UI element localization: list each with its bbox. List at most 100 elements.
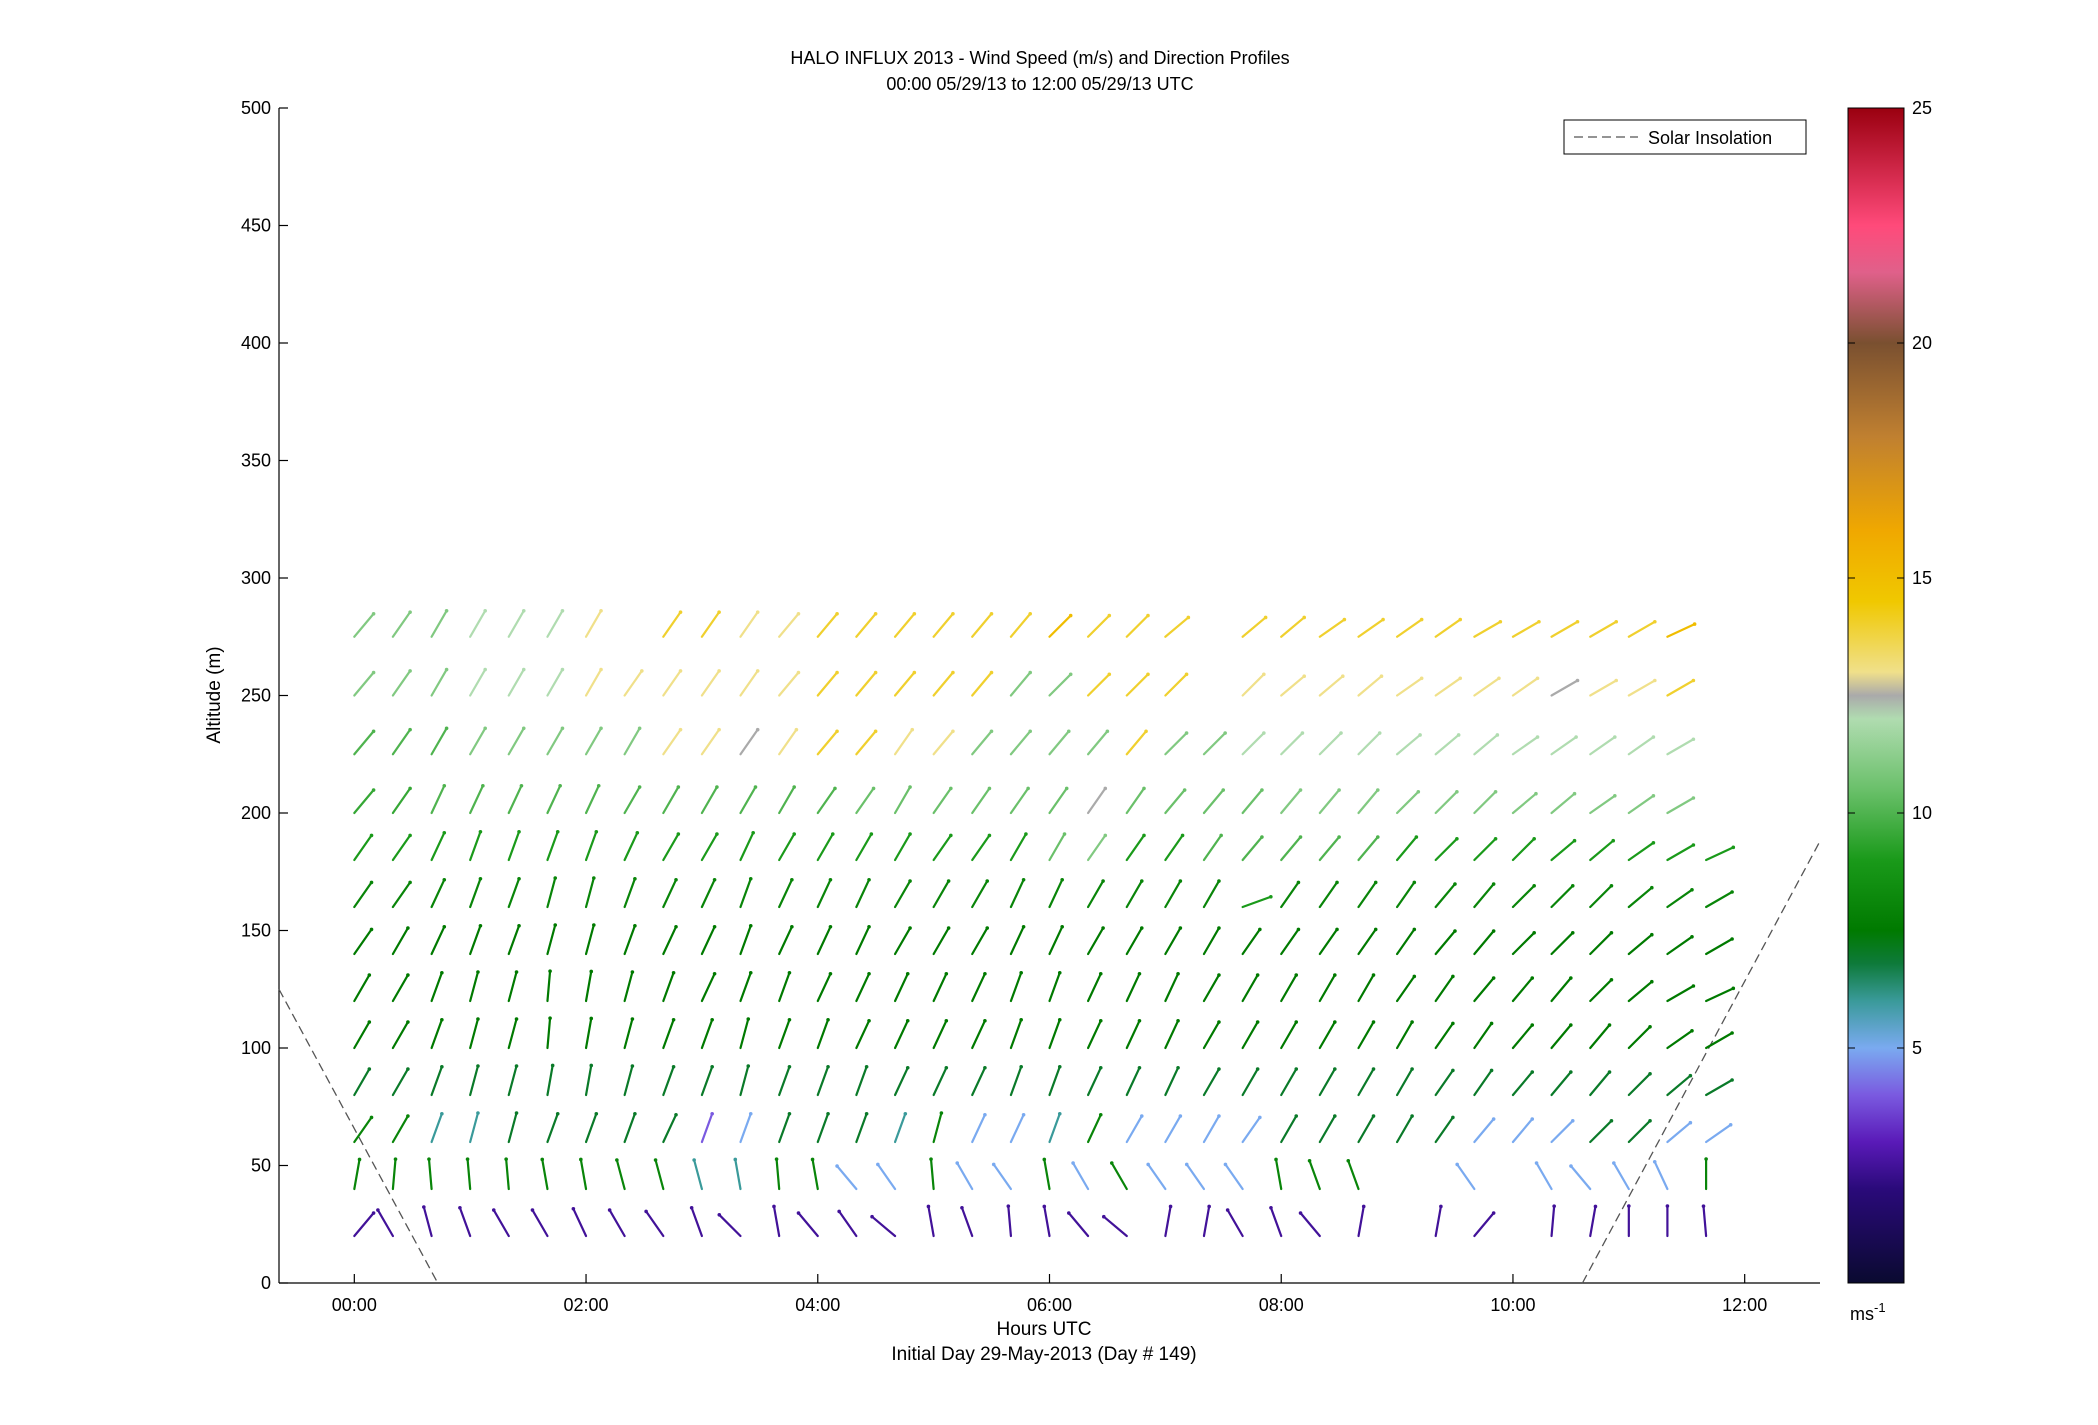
colorbar-tick-label: 5 — [1912, 1038, 1922, 1058]
wind-arrow-head — [1552, 1204, 1556, 1208]
wind-arrow — [623, 785, 641, 815]
wind-arrow — [927, 1205, 935, 1238]
wind-arrow-head — [1614, 619, 1619, 624]
wind-arrow-head — [678, 727, 683, 732]
wind-arrow-head — [1690, 1028, 1694, 1033]
x-tick-label: 12:00 — [1722, 1295, 1767, 1315]
wind-arrow-head — [1373, 880, 1378, 885]
wind-arrow-head — [1307, 1159, 1312, 1163]
wind-arrow-head — [596, 784, 601, 788]
wind-arrow-head — [1102, 1214, 1106, 1219]
wind-arrow-head — [1028, 729, 1033, 734]
wind-arrow — [608, 1208, 626, 1238]
wind-arrow-head — [1021, 1113, 1026, 1117]
wind-arrow — [778, 971, 791, 1003]
wind-arrow — [1164, 616, 1190, 638]
wind-arrow — [353, 1067, 371, 1097]
wind-arrow-head — [442, 878, 447, 882]
wind-arrow — [1511, 792, 1538, 815]
wind-arrow-head — [1491, 929, 1496, 933]
wind-arrow — [430, 784, 446, 815]
wind-arrow-head — [1296, 927, 1301, 932]
wind-arrow-head — [630, 1064, 635, 1068]
wind-arrow — [662, 925, 678, 956]
wind-arrow — [1395, 618, 1423, 638]
wind-arrow-head — [1300, 731, 1305, 735]
wind-arrow — [579, 1158, 588, 1191]
wind-arrow — [662, 1065, 675, 1097]
wind-arrow — [1280, 881, 1300, 909]
wind-arrow — [469, 830, 482, 862]
wind-arrow-head — [869, 832, 874, 836]
wind-arrow — [623, 1064, 634, 1097]
wind-arrow — [893, 832, 912, 862]
wind-arrow — [391, 834, 412, 862]
wind-arrow-head — [476, 970, 480, 974]
wind-arrow-head — [1207, 1204, 1211, 1209]
x-tick-label: 08:00 — [1259, 1295, 1304, 1315]
wind-arrow — [855, 1065, 868, 1097]
wind-arrow — [1705, 987, 1735, 1003]
wind-arrow — [700, 785, 719, 815]
wind-arrow — [1627, 1025, 1652, 1050]
wind-arrow — [1511, 976, 1534, 1003]
wind-arrow-head — [985, 879, 990, 883]
wind-arrow-head — [1335, 880, 1339, 885]
wind-arrow — [1009, 878, 1025, 909]
wind-arrow-head — [1609, 883, 1614, 888]
wind-arrow — [546, 1112, 559, 1144]
wind-arrow-head — [1178, 926, 1183, 930]
wind-arrow-head — [1570, 1118, 1575, 1123]
wind-arrow-head — [1451, 974, 1455, 979]
wind-arrow — [1550, 620, 1579, 638]
wind-arrow-head — [1176, 972, 1180, 976]
wind-arrow-head — [1098, 1113, 1103, 1117]
y-tick-label: 500 — [241, 98, 271, 118]
wind-arrow — [1048, 1112, 1061, 1144]
wind-arrow — [623, 1112, 636, 1144]
chart-title: HALO INFLUX 2013 - Wind Speed (m/s) and … — [790, 48, 1289, 68]
wind-arrow — [469, 924, 482, 956]
wind-arrow-head — [1098, 1019, 1103, 1023]
wind-arrow-head — [1269, 1206, 1273, 1210]
wind-arrow — [1086, 673, 1111, 697]
wind-arrow — [893, 1112, 907, 1144]
wind-arrow — [469, 609, 487, 638]
wind-arrow-head — [1217, 926, 1221, 930]
wind-arrow-head — [826, 1018, 830, 1022]
wind-arrow-head — [1609, 977, 1614, 982]
wind-arrow — [1125, 926, 1143, 956]
wind-arrow-head — [371, 729, 376, 734]
wind-arrow-head — [1333, 973, 1337, 977]
wind-arrow — [1589, 931, 1613, 956]
wind-arrow — [1589, 978, 1613, 1003]
wind-arrow — [391, 1114, 409, 1144]
wind-arrow — [430, 609, 448, 638]
wind-arrow — [1185, 1163, 1206, 1191]
wind-arrow-head — [1691, 843, 1696, 847]
wind-arrow-head — [1298, 1211, 1303, 1215]
wind-arrow-head — [1217, 1067, 1221, 1071]
wind-arrow — [816, 671, 839, 697]
wind-arrow-head — [1260, 788, 1264, 792]
wind-arrow-head — [1648, 1118, 1652, 1123]
wind-arrow — [1318, 928, 1339, 956]
wind-arrow — [1241, 1116, 1261, 1144]
wind-arrow — [1318, 788, 1341, 815]
wind-arrow — [654, 1158, 665, 1191]
wind-arrow — [507, 727, 525, 756]
wind-arrow — [932, 787, 952, 815]
wind-arrow-head — [748, 877, 753, 881]
wind-arrow-head — [1371, 1114, 1376, 1118]
wind-arrow — [1067, 1211, 1090, 1238]
wind-arrow-head — [1107, 613, 1112, 618]
wind-arrow — [778, 878, 793, 909]
wind-arrow — [1705, 846, 1735, 862]
wind-arrow — [353, 881, 373, 909]
wind-arrow — [855, 1112, 868, 1144]
wind-arrow — [816, 1065, 830, 1097]
wind-arrow — [816, 925, 832, 956]
wind-arrow-head — [1456, 733, 1461, 737]
wind-arrow-head — [371, 611, 376, 616]
